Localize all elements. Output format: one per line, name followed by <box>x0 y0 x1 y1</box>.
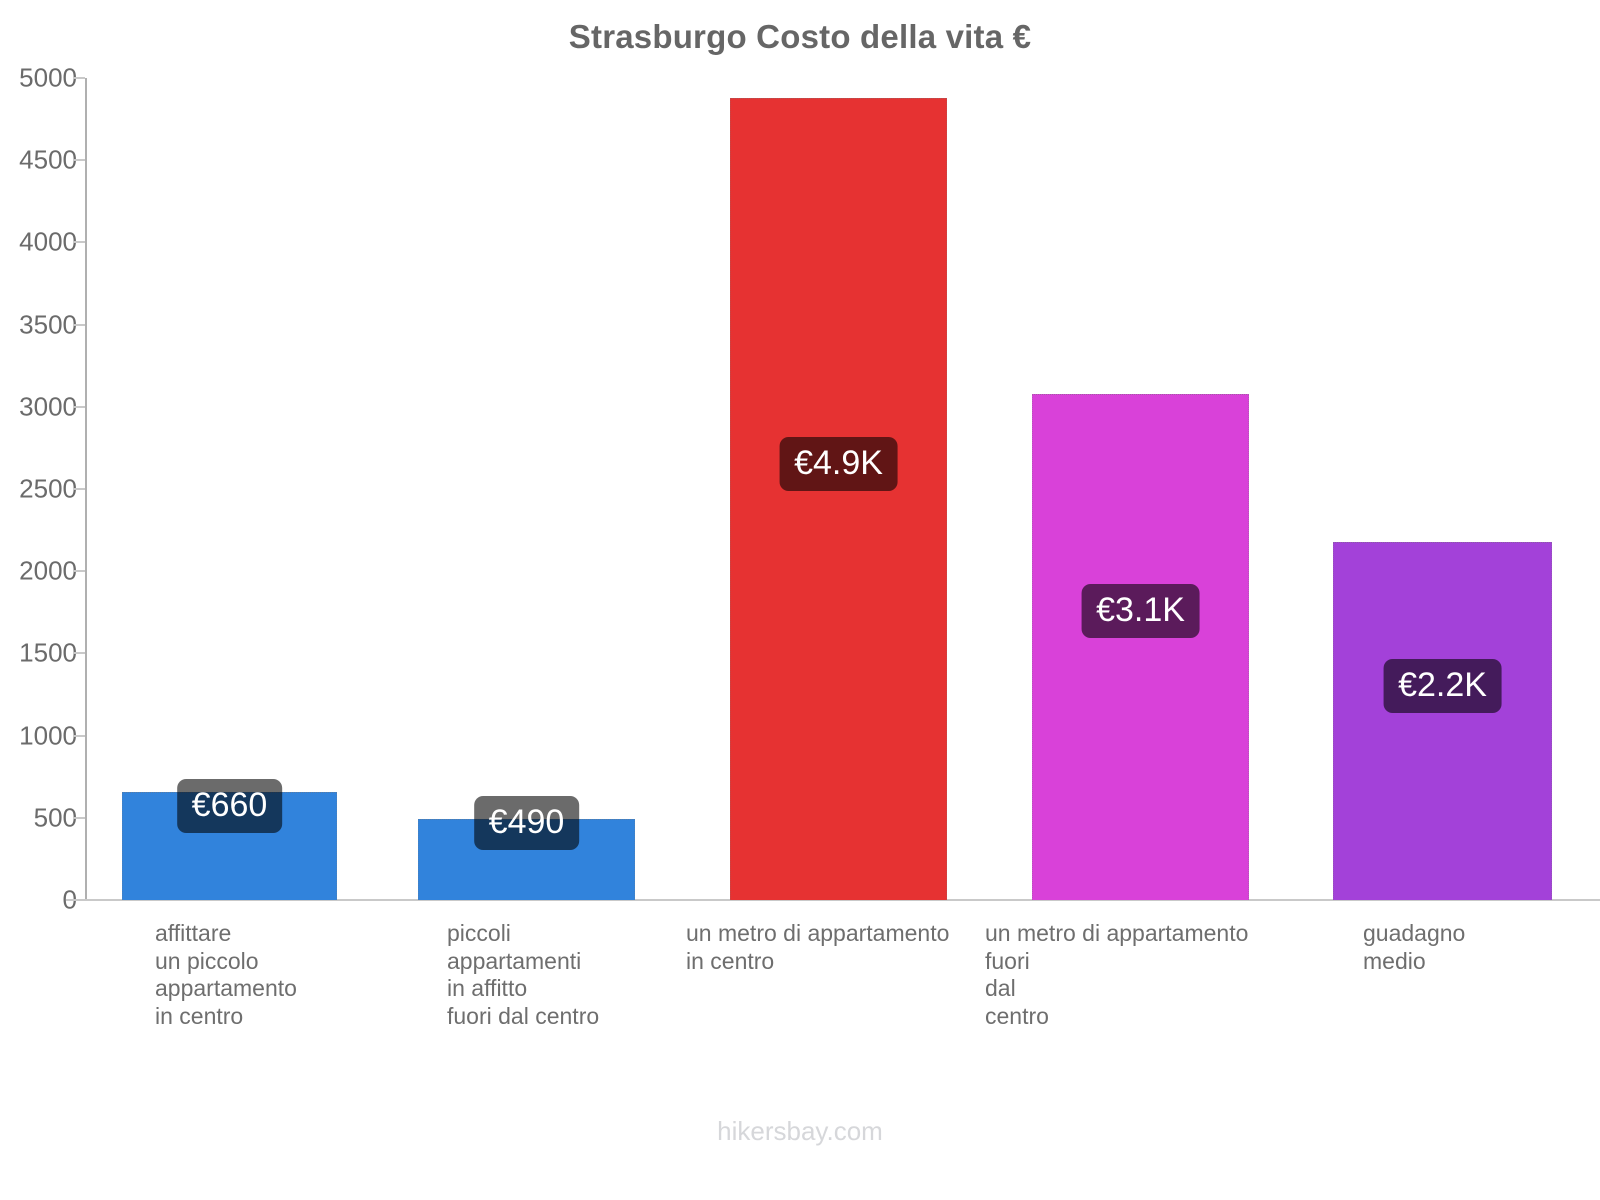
y-axis-tick-mark <box>73 570 85 573</box>
bar-value-label: €3.1K <box>1081 584 1200 638</box>
y-axis-tick-mark <box>73 816 85 819</box>
y-axis-tick-mark <box>73 899 85 901</box>
y-axis-tick-label: 1000 <box>19 720 77 751</box>
y-axis-tick-mark <box>73 405 85 408</box>
bar-value-label: €4.9K <box>779 437 898 491</box>
y-axis-line <box>85 78 87 901</box>
y-axis-tick-label: 2500 <box>19 473 77 504</box>
x-axis-category-label: piccoli appartamenti in affitto fuori da… <box>447 920 600 1029</box>
y-axis-tick-label: 4500 <box>19 144 77 175</box>
y-axis-tick-label: 3000 <box>19 391 77 422</box>
x-axis-category-label: un metro di appartamento in centro <box>686 920 950 974</box>
y-axis-tick-label: 1500 <box>19 637 77 668</box>
y-axis-tick-mark <box>73 652 85 655</box>
y-axis-tick-mark <box>73 323 85 326</box>
bar[interactable] <box>730 97 947 900</box>
source-watermark: hikersbay.com <box>717 1116 883 1146</box>
bar-value-label: €660 <box>176 779 283 833</box>
y-axis-tick-mark <box>73 77 85 79</box>
x-axis-category-label: affittare un piccolo appartamento in cen… <box>155 920 297 1029</box>
y-axis-tick-label: 4000 <box>19 226 77 257</box>
x-axis-category-label: guadagno medio <box>1363 920 1466 974</box>
y-axis-tick-label: 500 <box>33 802 77 833</box>
x-axis-category-label: un metro di appartamento fuori dal centr… <box>985 920 1249 1029</box>
chart-title: Strasburgo Costo della vita € <box>568 18 1032 55</box>
y-axis-tick-mark <box>73 159 85 162</box>
y-axis-tick-mark <box>73 241 85 244</box>
y-axis-tick-label: 2000 <box>19 555 77 586</box>
y-axis-tick-label: 5000 <box>19 62 77 93</box>
y-axis-tick-mark <box>73 734 85 737</box>
x-axis-line <box>66 899 1600 901</box>
y-axis-tick-label: 0 <box>62 884 77 915</box>
bar-value-label: €490 <box>473 796 580 850</box>
bar-value-label: €2.2K <box>1383 659 1502 713</box>
plot-area: 0 500 1000 1500 2000 2500 3000 3500 4000 4500 5000… <box>19 63 1600 915</box>
bar[interactable] <box>1333 541 1552 900</box>
bar[interactable] <box>1032 393 1249 900</box>
y-axis-tick-mark <box>73 488 85 490</box>
y-axis-tick-label: 3500 <box>19 309 77 340</box>
